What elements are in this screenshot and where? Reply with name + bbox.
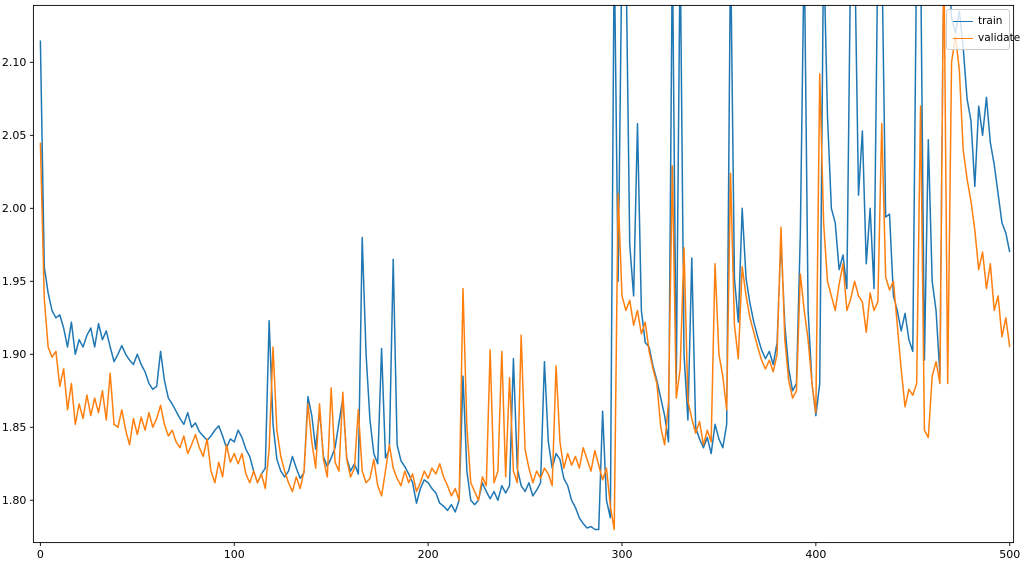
x-tick-label: 300: [611, 548, 632, 561]
series-lines: [39, 5, 1011, 531]
y-tick-label: 2.00: [2, 202, 27, 215]
axis-ticks: 0 100 200 300 400 500 1.80 1.85 1.90 1.95 2.00 2.05…: [2, 56, 1020, 561]
legend-label-validate: validate: [978, 32, 1021, 44]
x-tick-label: 100: [224, 548, 245, 561]
validate-line: [39, 5, 1011, 531]
train-line: [39, 5, 1011, 531]
y-tick-label: 1.85: [2, 421, 27, 434]
y-tick-label: 1.80: [2, 494, 27, 507]
legend-item-validate: validate: [953, 31, 1020, 45]
legend: train validate: [946, 9, 1020, 50]
train-line-swatch: [953, 20, 973, 22]
y-tick-label: 2.05: [2, 129, 27, 142]
legend-label-train: train: [978, 15, 1003, 27]
x-tick-label: 0: [37, 548, 44, 561]
y-tick-label: 1.90: [2, 348, 27, 361]
axes-spines: [32, 4, 1015, 544]
validate-line-swatch: [953, 37, 973, 39]
y-tick-label: 2.10: [2, 56, 27, 69]
x-tick-label: 200: [418, 548, 439, 561]
y-tick-label: 1.95: [2, 275, 27, 288]
x-tick-label: 500: [999, 548, 1020, 561]
legend-item-train: train: [953, 14, 1003, 28]
x-tick-label: 400: [805, 548, 826, 561]
